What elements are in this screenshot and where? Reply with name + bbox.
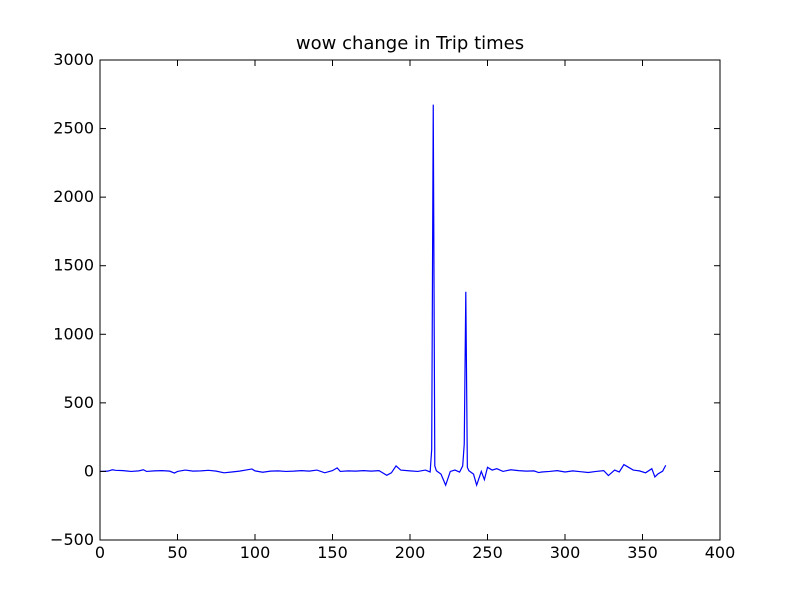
x-axis: 0 50 100 150 200 250 300 350 400 [95,60,735,562]
x-tick-label: 400 [705,543,736,562]
y-tick-label: 500 [63,393,94,412]
axes-frame [99,59,721,541]
y-tick-label: −500 [50,530,94,549]
x-tick-label: 100 [240,543,271,562]
y-tick-label: 2000 [53,187,94,206]
x-tick-label: 0 [95,543,105,562]
x-tick-label: 200 [395,543,426,562]
x-tick-label: 300 [550,543,581,562]
series-layer [99,104,667,488]
x-tick-label: 250 [472,543,503,562]
y-axis: −500 0 500 1000 1500 2000 2500 3000 [50,50,720,549]
y-tick-label: 1000 [53,324,94,343]
y-tick-label: 3000 [53,50,94,69]
y-tick-label: 2500 [53,119,94,138]
series-line-0 [99,104,667,488]
x-tick-label: 350 [627,543,658,562]
x-tick-label: 150 [317,543,348,562]
y-tick-label: 0 [84,461,94,480]
y-tick-label: 1500 [53,256,94,275]
chart-title: wow change in Trip times [296,33,524,54]
x-tick-label: 50 [167,543,187,562]
